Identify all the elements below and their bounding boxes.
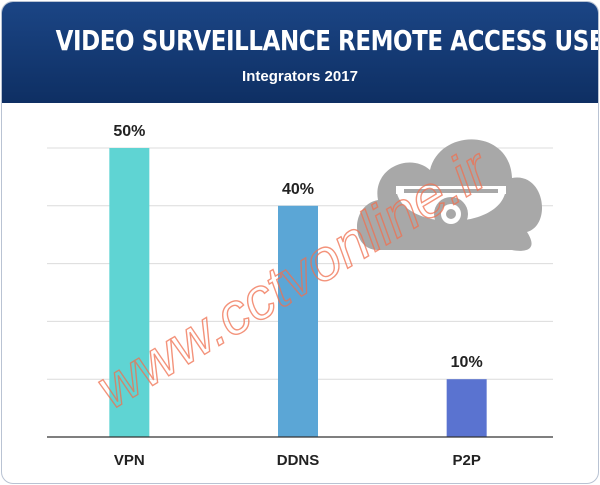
- chart-subtitle: Integrators 2017: [242, 68, 358, 85]
- tick-label-ddns: DDNS: [277, 452, 320, 469]
- bar-ddns: [278, 205, 318, 437]
- bar-p2p: [446, 379, 487, 437]
- cloud-camera-icon: [357, 139, 543, 251]
- tick-label-vpn: VPN: [114, 452, 145, 469]
- bars: [109, 148, 487, 437]
- data-label-vpn: 50%: [113, 123, 145, 140]
- x-tick-labels: VPN DDNS P2P: [114, 452, 481, 469]
- bar-vpn: [109, 148, 150, 437]
- chart-title: VIDEO SURVEILLANCE REMOTE ACCESS USED: [55, 24, 599, 57]
- tick-label-p2p: P2P: [452, 452, 480, 469]
- data-labels: 50% 40% 10%: [113, 123, 482, 371]
- data-label-ddns: 40%: [282, 181, 314, 198]
- data-label-p2p: 10%: [451, 354, 483, 371]
- chart-header: VIDEO SURVEILLANCE REMOTE ACCESS USED In…: [2, 2, 598, 103]
